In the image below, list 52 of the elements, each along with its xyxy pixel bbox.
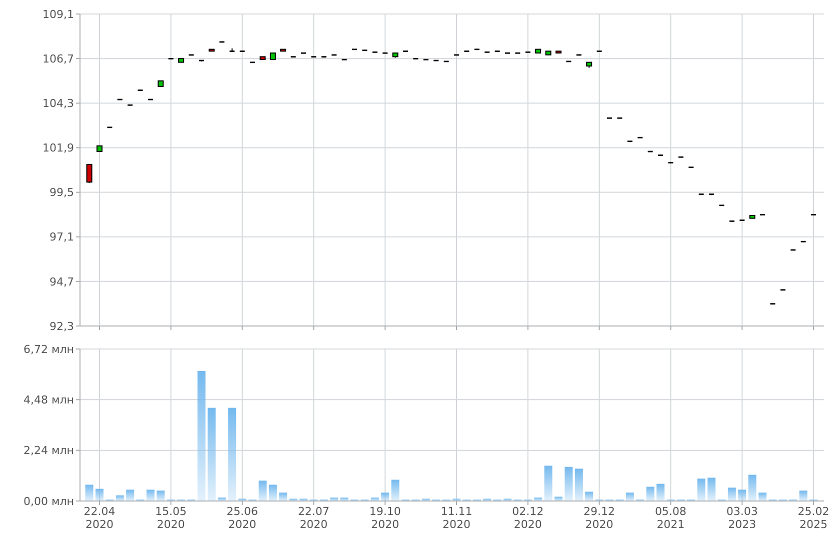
y-tick-label: 0,00 млн: [23, 494, 74, 508]
x-tick-label: 22.04 2020: [84, 505, 116, 531]
bar: [758, 492, 766, 501]
bar: [156, 490, 165, 501]
y-tick-label: 94,7: [50, 275, 74, 288]
y-tick-label: 97,1: [50, 230, 74, 244]
x-tick-label: 25.02 2025: [798, 505, 830, 531]
bar: [708, 478, 716, 501]
y-tick-label: 4,48 млн: [23, 394, 74, 407]
y-tick-label: 99,5: [50, 186, 74, 200]
bar: [799, 490, 808, 501]
bar: [564, 466, 573, 501]
bar: [544, 466, 552, 501]
y-tick-label: 6,72 млн: [23, 342, 74, 356]
x-tick-label: 02.12 2020: [512, 505, 544, 531]
y-tick-label: 101,9: [42, 142, 74, 155]
y-tick-label: 104,3: [42, 96, 74, 110]
x-tick-label: 05.08 2021: [654, 505, 686, 531]
y-tick-label: 92,3: [50, 320, 74, 333]
x-tick-label: 15.05 2020: [155, 505, 187, 531]
x-tick-label: 22.07 2020: [298, 505, 330, 531]
bar: [268, 484, 277, 501]
bar: [738, 490, 746, 501]
bar: [126, 490, 134, 501]
bar: [85, 484, 94, 501]
x-tick-label: 29.12 2020: [584, 505, 616, 531]
bar: [258, 480, 267, 501]
bar: [728, 488, 736, 501]
y-tick-label: 109,1: [42, 8, 74, 21]
y-tick-label: 2,24 млн: [23, 444, 74, 458]
bar: [208, 408, 216, 501]
bar: [585, 492, 594, 501]
bar: [381, 492, 390, 501]
bar: [748, 474, 756, 501]
bar: [96, 488, 104, 501]
bar: [391, 480, 400, 501]
x-tick-label: 25.06 2020: [226, 505, 258, 531]
y-tick-label: 106,7: [42, 52, 74, 66]
bar: [646, 486, 654, 501]
x-tick-label: 03.03 2023: [726, 505, 758, 531]
bar: [198, 370, 206, 501]
bar: [697, 478, 706, 501]
candlestick: [86, 164, 92, 184]
bar: [146, 490, 154, 501]
bar: [554, 496, 562, 501]
bar: [656, 484, 664, 501]
bar: [279, 492, 288, 501]
x-tick-label: 11.11 2020: [440, 505, 472, 531]
bar: [228, 408, 236, 501]
bar: [626, 492, 634, 501]
x-tick-label: 19.10 2020: [369, 505, 401, 531]
bar: [574, 468, 583, 501]
